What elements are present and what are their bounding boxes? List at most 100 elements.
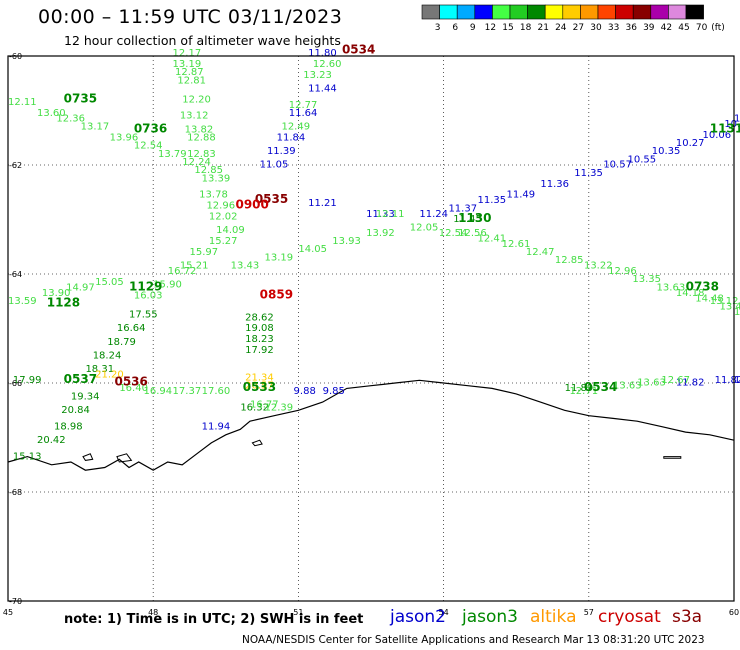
swh-value-s3a: 13.17 [81, 122, 110, 133]
x-tick-label: 54 [439, 608, 449, 617]
island-outline [251, 439, 263, 447]
legend-swatch [544, 4, 564, 20]
swh-value-jason2: 10.7 [734, 375, 740, 386]
swh-value-jason3: 19.08 [245, 323, 274, 334]
island-outline [663, 456, 682, 459]
x-tick-label: 57 [584, 608, 594, 617]
swh-value-s3a: 13.12 [180, 111, 209, 122]
swh-value-s3a: 15.97 [190, 247, 219, 258]
pass-time-label: 0738 [686, 279, 719, 293]
swh-value-s3a: 12.85 [555, 255, 584, 266]
swh-value-s3a: 13.19 [265, 252, 294, 263]
wave-height-points: 11.80 11.44 11.64 11.84 11.39 11.05 11.21 11.33… [8, 48, 740, 462]
page-subtitle: 12 hour collection of altimeter wave hei… [64, 33, 341, 48]
legend-label: 27 [573, 23, 584, 33]
island-outline [116, 453, 133, 463]
swh-value-jason3: 18.79 [107, 337, 136, 348]
swh-value-jason2: 10.06 [703, 130, 732, 141]
swh-value-s3a: 14.48 [695, 293, 724, 304]
swh-value-s3a: 12.83 [187, 149, 216, 160]
legend-label: 12 [485, 23, 496, 33]
pass-time-label: 0736 [134, 121, 167, 135]
swh-value-jason2: 11.84 [277, 132, 306, 143]
pass-time-label: 0537 [64, 372, 97, 386]
pass-time-label: 0900 [235, 198, 268, 212]
y-tick-label: -68 [9, 488, 22, 497]
swh-value-s3a: 13.63 [637, 378, 666, 389]
swh-value-s3a: 13.35 [632, 274, 661, 285]
swh-value-s3a: 15.21 [180, 261, 209, 272]
legend-label: 70 [696, 23, 708, 33]
swh-value-s3a: 17.60 [202, 386, 231, 397]
swh-value-jason3: 17.92 [245, 345, 274, 356]
swh-value-s3a: 16.94 [144, 386, 173, 397]
pass-time-label: 0533 [243, 380, 276, 394]
swh-value-jason3: 16.64 [117, 323, 146, 334]
swh-value-s3a: 14.18 [676, 288, 705, 299]
pass-time-label: 1130 [458, 211, 491, 225]
swh-value-s3a: 12.54 [439, 228, 468, 239]
swh-value-s3a: 13.39 [202, 173, 231, 184]
swh-value-jason3: 15.13 [13, 451, 42, 462]
swh-value-jason2: 11.33 [366, 209, 395, 220]
swh-value-s3a: 12.24 [182, 157, 211, 168]
swh-value-jason3: 20.42 [37, 435, 66, 446]
swh-value-jason2: 11.35 [477, 195, 506, 206]
legend-swatch [474, 4, 493, 20]
swh-value-jason2: 11.10 [734, 113, 740, 124]
swh-value-s3a: 15.05 [95, 277, 124, 288]
swh-value-s3a: 12.36 [56, 113, 85, 124]
swh-value-jason2: 11.64 [289, 108, 318, 119]
swh-value-s3a: 13.78 [199, 190, 228, 201]
swh-value-altika: 21.20 [95, 370, 124, 381]
swh-value-s3a: 12.11 [8, 97, 37, 108]
swh-value-jason2: 9.85 [323, 386, 345, 397]
swh-value-s3a: 12.41 [477, 233, 506, 244]
swh-value-jason3: 18.24 [93, 350, 122, 361]
pass-time-label: 0735 [64, 91, 97, 105]
swh-value-s3a: 13.22 [584, 261, 613, 272]
legend-swatch [685, 4, 704, 20]
swh-value-altika: 20.57 [245, 380, 274, 391]
satellite-label-s3a: s3a [672, 607, 703, 627]
swh-value-s3a: 12.96 [206, 201, 235, 212]
swh-value-s3a: 13.43 [231, 261, 260, 272]
swh-value-s3a: 12.39 [265, 402, 294, 413]
swh-value-s3a: 12.60 [313, 59, 342, 70]
swh-value-s3a: 17.37 [173, 386, 202, 397]
legend-label: 9 [470, 23, 476, 33]
swh-value-s3a: 12.77 [289, 100, 318, 111]
swh-value-jason3: 18.98 [54, 421, 83, 432]
swh-value-jason2: 11.36 [540, 179, 569, 190]
map-grid [8, 56, 734, 601]
pass-time-label: 0534 [342, 42, 375, 56]
swh-value-jason2: 9.88 [294, 386, 316, 397]
swh-value-jason2: 10.33 [724, 119, 740, 130]
legend-swatch [509, 4, 528, 20]
swh-value-s3a: 13.63 [657, 282, 686, 293]
swh-value-s3a: 13.46 [719, 301, 740, 312]
swh-value-s3a: 13.60 [37, 108, 66, 119]
swh-value-jason3: 20.84 [61, 405, 90, 416]
legend-swatch [650, 4, 669, 20]
satellite-label-jason3: jason3 [462, 607, 518, 627]
legend-unit: (ft) [711, 23, 725, 33]
legend-label: 42 [661, 23, 672, 33]
swh-value-s3a: 12.67 [661, 375, 690, 386]
satellite-label-jason2: jason2 [390, 607, 446, 627]
footer-note: note: 1) Time is in UTC; 2) SWH is in fe… [64, 612, 364, 627]
swh-value-s3a: 12.87 [175, 67, 204, 78]
swh-value-s3a: 12.61 [502, 239, 531, 250]
swh-value-s3a: 15.90 [153, 280, 182, 291]
swh-value-s3a: 12.56 [458, 228, 487, 239]
swh-value-jason3: 16.32 [240, 402, 269, 413]
legend-label: 18 [520, 23, 532, 33]
swh-value-jason2: 11.05 [260, 160, 289, 171]
legend-swatch [668, 4, 687, 20]
swh-value-jason3: 11.89 [565, 383, 594, 394]
swh-value-jason2: 11.82 [715, 375, 740, 386]
swh-value-s3a: 14.09 [216, 225, 245, 236]
legend-swatch [597, 4, 616, 20]
swh-value-jason2: 11.39 [267, 146, 296, 157]
swh-value-jason2: 11.49 [507, 190, 536, 201]
